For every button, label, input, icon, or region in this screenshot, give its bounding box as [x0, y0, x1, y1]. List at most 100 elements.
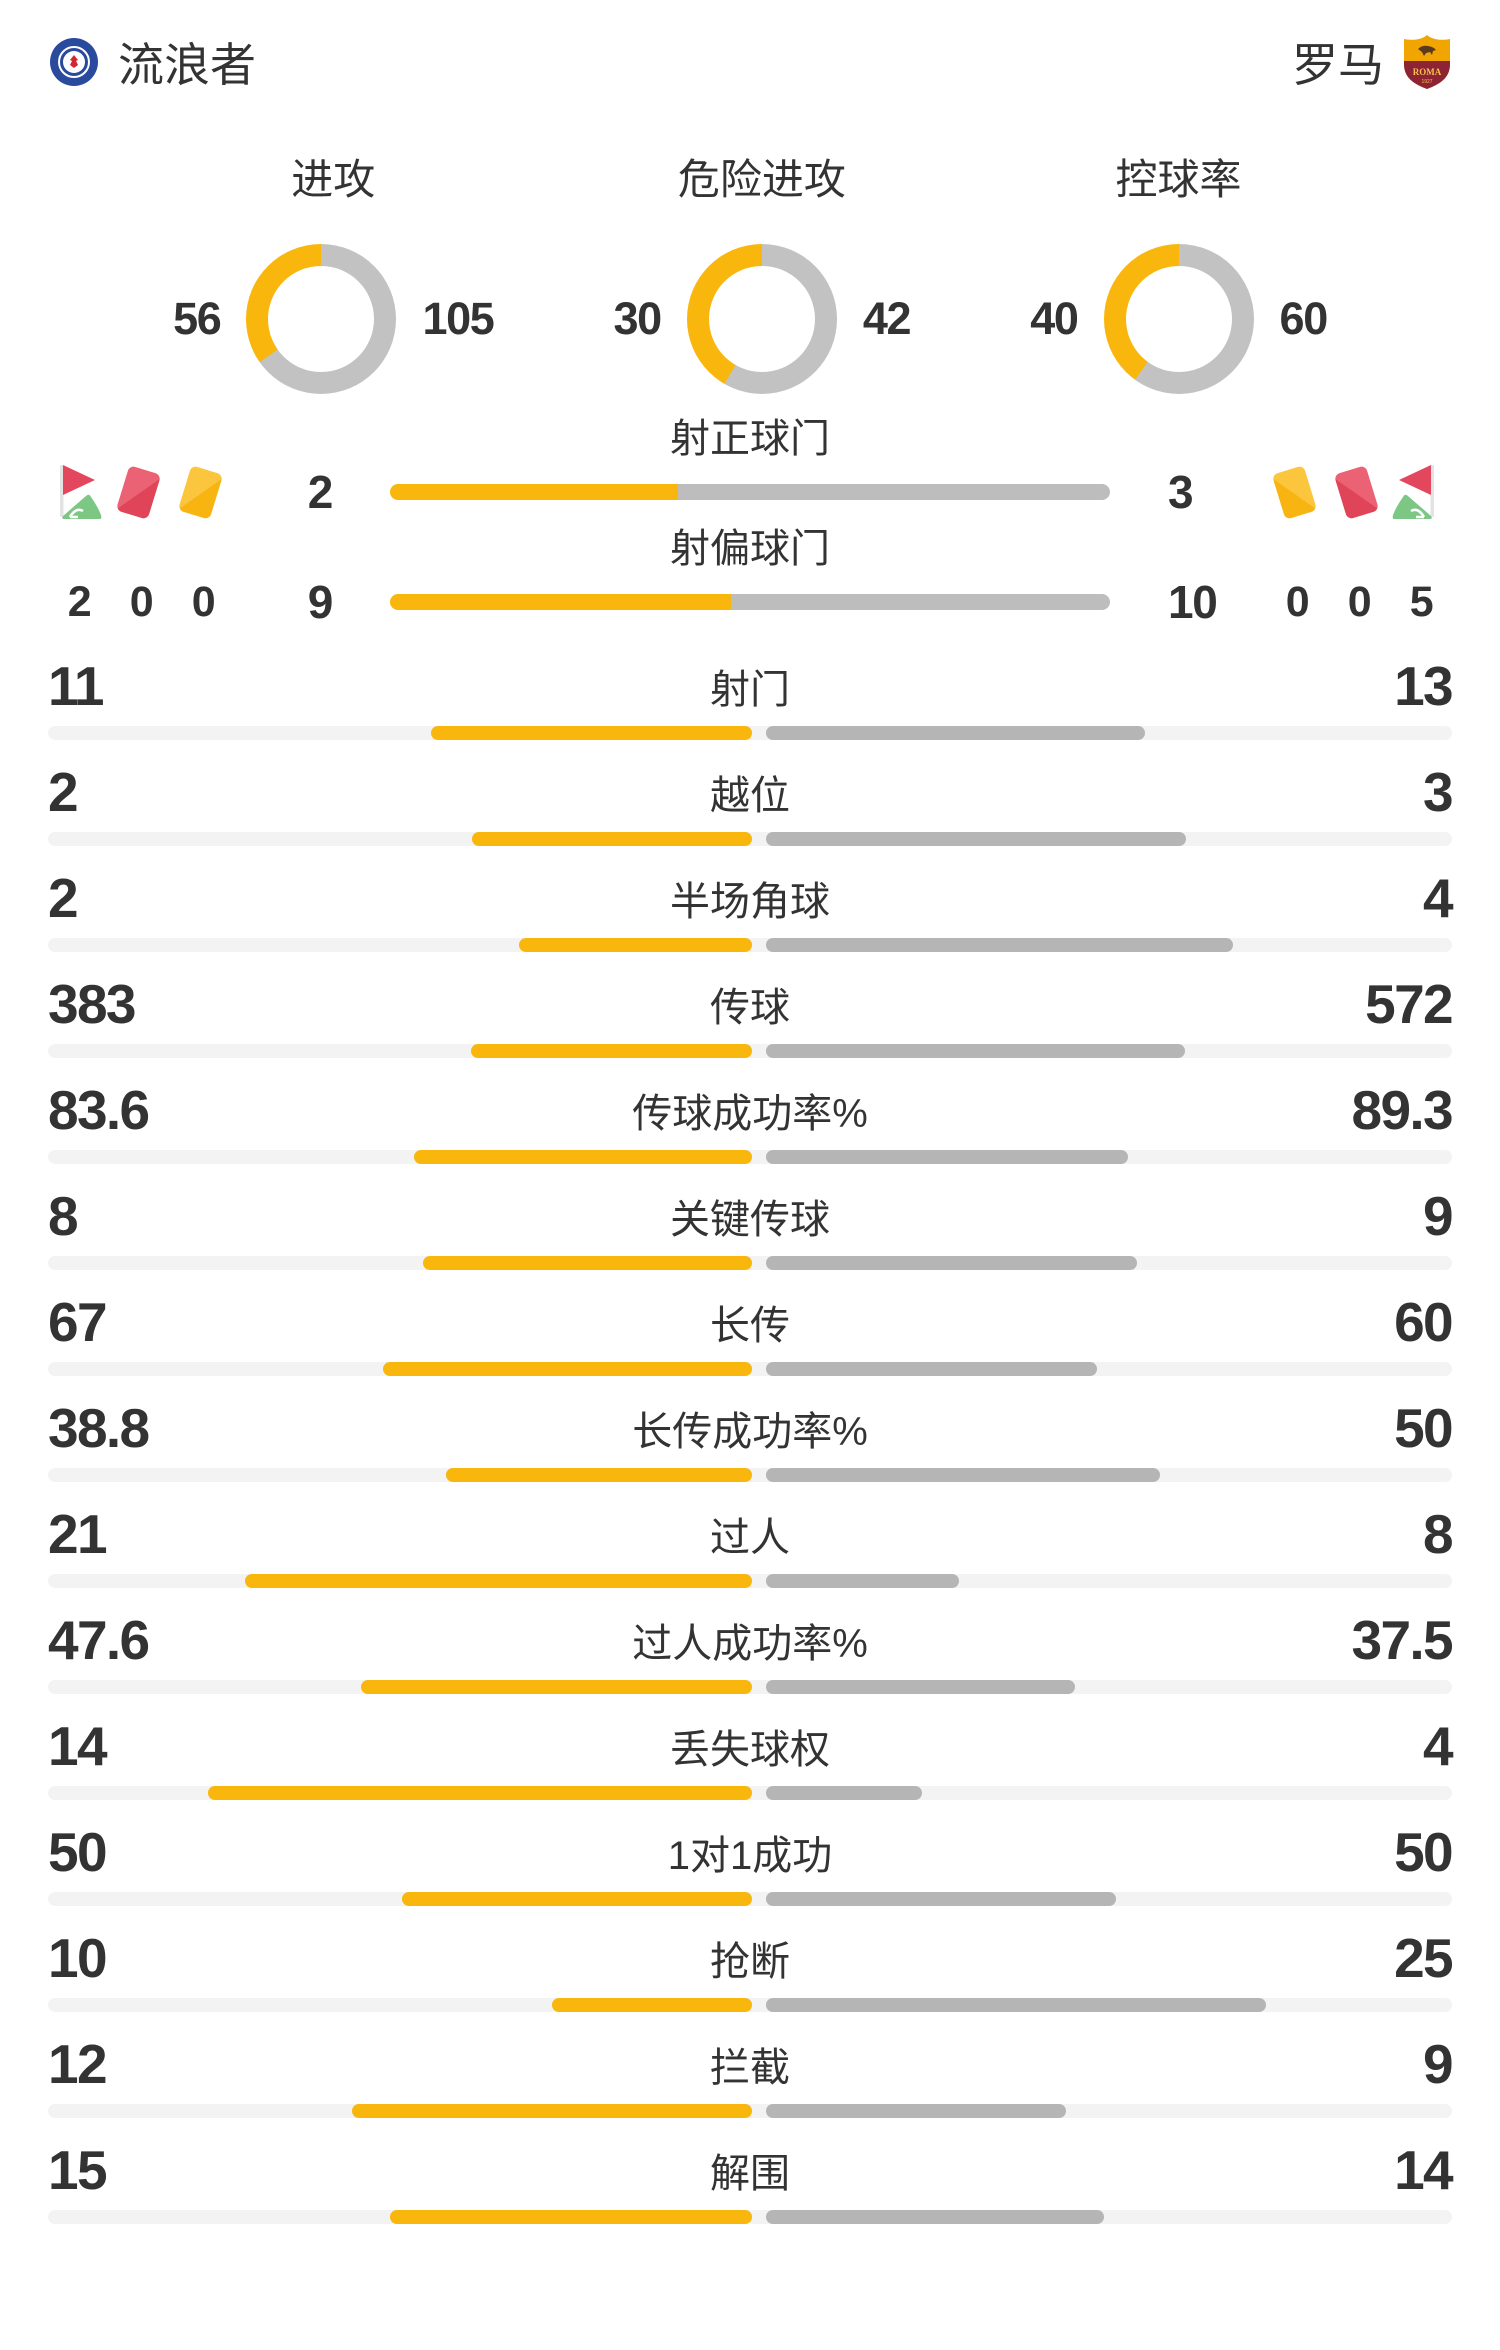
- stat-row: 14 丢失球权 4: [0, 1710, 1500, 1816]
- donut-group-attacks: 进攻 56 105: [173, 156, 495, 394]
- donut-home-value: 56: [173, 293, 222, 344]
- stat-home-value: 15: [48, 2139, 108, 2201]
- stat-title: 拦截: [710, 2046, 790, 2090]
- stat-bar-track: [48, 938, 1452, 952]
- stat-away-value: 4: [1423, 1715, 1454, 1777]
- stat-bar-home: [472, 832, 752, 846]
- stat-bar-away: [766, 726, 1146, 740]
- stat-title: 关键传球: [670, 1198, 830, 1242]
- stat-home-value: 10: [48, 1927, 108, 1989]
- stat-bar-away: [766, 1892, 1116, 1906]
- stat-home-value: 47.6: [48, 1609, 150, 1671]
- stat-away-value: 50: [1394, 1821, 1454, 1883]
- shots-off-target-row: 2 0 0 9 射偏球门 10 0 0 5: [0, 526, 1500, 636]
- donut-home-value: 40: [1030, 293, 1079, 344]
- stat-title: 长传: [710, 1304, 790, 1348]
- stat-bar-away: [766, 1574, 960, 1588]
- away-yellow-cards-count: 0: [1285, 577, 1310, 626]
- overview-donuts: 进攻 56 105 危险进攻 30 42 控球率 40 60: [0, 156, 1500, 394]
- stat-row: 2 越位 3: [0, 756, 1500, 862]
- stat-bar-track: [48, 1892, 1452, 1906]
- stat-bar-home: [389, 2210, 752, 2224]
- stat-title: 长传成功率%: [632, 1410, 868, 1454]
- home-red-cards-count: 0: [129, 577, 154, 626]
- stat-row: 67 长传 60: [0, 1286, 1500, 1392]
- stat-bar-home: [207, 1786, 752, 1800]
- stat-bar-home: [360, 1680, 752, 1694]
- away-red-cards-count: 0: [1347, 577, 1372, 626]
- stat-bar-away: [766, 1680, 1075, 1694]
- stat-bar-track: [48, 2210, 1452, 2224]
- donut-title: 控球率: [1115, 156, 1242, 203]
- attacks-donut-chart: [246, 244, 397, 394]
- stat-away-value: 25: [1394, 1927, 1454, 1989]
- stat-bar-home: [352, 2104, 752, 2118]
- shots-on-target-bar-area: 射正球门: [390, 417, 1110, 500]
- stat-bar-away: [766, 832, 1186, 846]
- stat-bar-track: [48, 1998, 1452, 2012]
- stat-home-value: 8: [48, 1185, 79, 1247]
- home-team: 流浪者: [50, 29, 256, 95]
- svg-text:ROMA: ROMA: [1413, 67, 1442, 77]
- shots-on-target-title: 射正球门: [670, 417, 830, 461]
- shots-on-target-away-value: 3: [1168, 466, 1194, 518]
- stat-home-value: 50: [48, 1821, 108, 1883]
- donut-away-value: 42: [862, 293, 912, 344]
- stat-away-value: 14: [1394, 2139, 1454, 2201]
- donut-away-value: 105: [422, 293, 494, 344]
- shots-off-target-bar: [390, 594, 1110, 610]
- stat-bar-away: [766, 1150, 1128, 1164]
- stat-away-value: 9: [1423, 2033, 1454, 2095]
- stat-bar-home: [402, 1892, 752, 1906]
- stat-bar-home: [552, 1998, 752, 2012]
- stat-bar-track: [48, 1256, 1452, 1270]
- stat-bar-track: [48, 2104, 1452, 2118]
- away-red-card-icon: [1328, 459, 1384, 525]
- shots-off-target-away-value: 10: [1168, 576, 1218, 628]
- stat-home-value: 21: [48, 1503, 108, 1565]
- stat-bar-away: [766, 1362, 1097, 1376]
- stat-row: 38.8 长传成功率% 50: [0, 1392, 1500, 1498]
- stats-list: 11 射门 13 2 越位 3 2 半场角球 4: [0, 650, 1500, 2240]
- donut-title: 危险进攻: [677, 156, 846, 203]
- stat-title: 过人成功率%: [632, 1622, 868, 1666]
- donut-title: 进攻: [291, 156, 376, 203]
- stat-row: 83.6 传球成功率% 89.3: [0, 1074, 1500, 1180]
- stat-title: 解围: [710, 2152, 790, 2196]
- donut-home-value: 30: [613, 293, 662, 344]
- stat-row: 8 关键传球 9: [0, 1180, 1500, 1286]
- stat-title: 射门: [710, 668, 790, 712]
- stat-home-value: 11: [48, 655, 104, 717]
- stat-bar-track: [48, 1468, 1452, 1482]
- stat-bar-home: [518, 938, 752, 952]
- shots-on-target-row: 2 射正球门 3: [0, 416, 1500, 526]
- stat-away-value: 13: [1394, 655, 1454, 717]
- stat-away-value: 3: [1423, 761, 1454, 823]
- stat-title: 抢断: [710, 1940, 790, 1984]
- stat-away-value: 8: [1423, 1503, 1454, 1565]
- stat-title: 1对1成功: [667, 1834, 833, 1878]
- stat-bar-track: [48, 1362, 1452, 1376]
- home-team-name: 流浪者: [118, 39, 256, 91]
- shots-off-target-title: 射偏球门: [670, 527, 830, 571]
- stat-away-value: 4: [1423, 867, 1454, 929]
- stat-title: 丢失球权: [670, 1728, 830, 1772]
- stat-bar-away: [766, 938, 1233, 952]
- rangers-club-logo-icon: [50, 38, 98, 86]
- stat-bar-away: [766, 1468, 1161, 1482]
- svg-text:1927: 1927: [1421, 79, 1432, 85]
- stat-bar-track: [48, 726, 1452, 740]
- shots-off-target-home-value: 9: [307, 576, 334, 628]
- stat-home-value: 38.8: [48, 1397, 150, 1459]
- stat-away-value: 89.3: [1351, 1079, 1454, 1141]
- stat-away-value: 572: [1365, 973, 1453, 1035]
- away-corner-flag-icon: [1390, 459, 1446, 525]
- stat-title: 越位: [710, 774, 790, 818]
- stat-bar-home: [382, 1362, 752, 1376]
- stat-title: 半场角球: [670, 880, 830, 924]
- stat-bar-home: [471, 1044, 752, 1058]
- stat-bar-home: [431, 726, 752, 740]
- shots-off-target-bar-area: 射偏球门: [390, 527, 1110, 610]
- stat-bar-track: [48, 1150, 1452, 1164]
- stat-row: 15 解围 14: [0, 2134, 1500, 2240]
